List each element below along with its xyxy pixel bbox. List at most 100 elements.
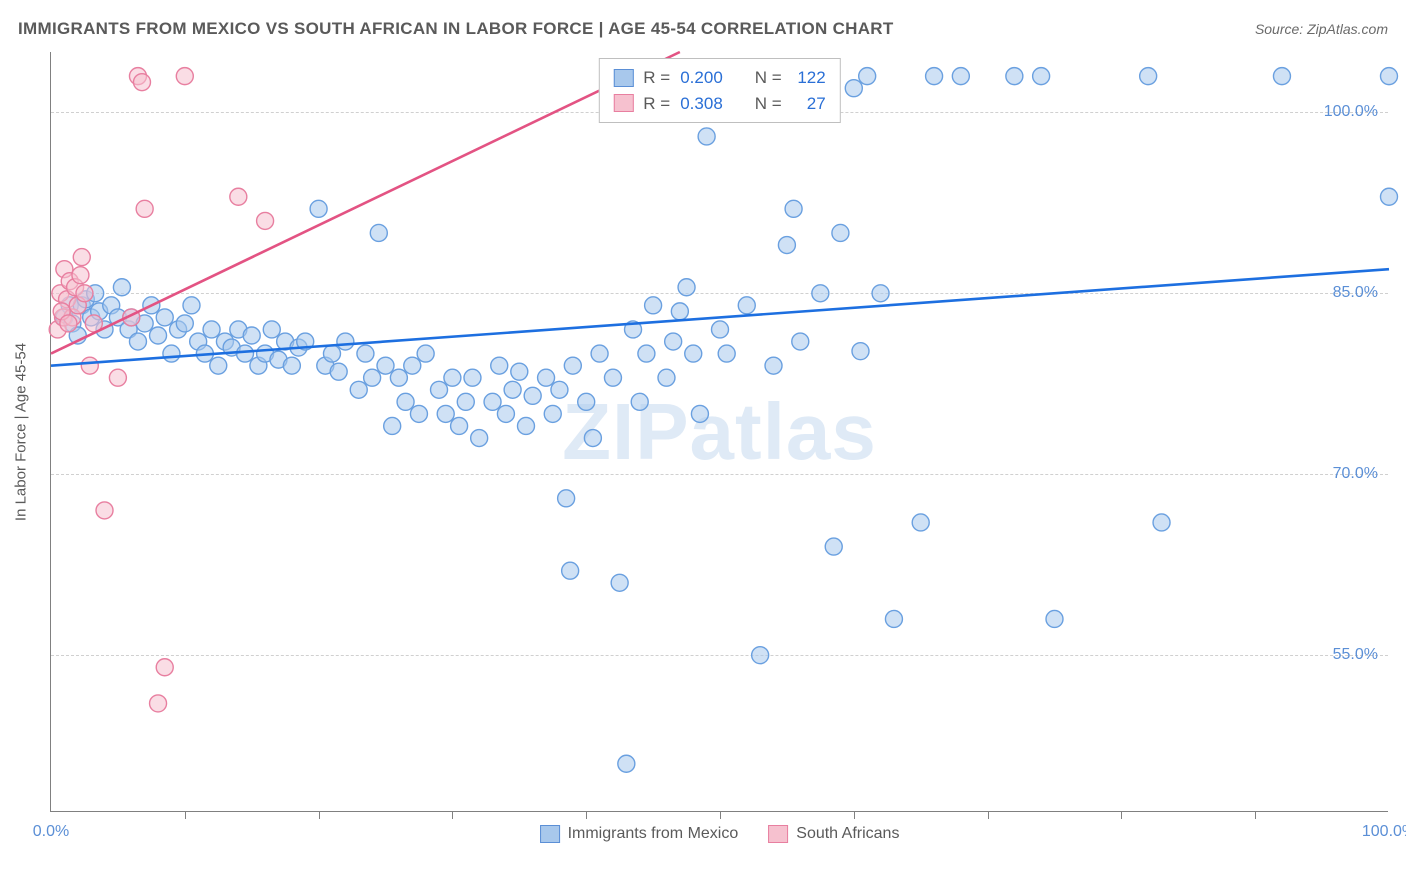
data-point xyxy=(825,538,842,555)
x-tick-mark xyxy=(1121,811,1122,819)
data-point xyxy=(410,405,427,422)
data-point xyxy=(618,755,635,772)
data-point xyxy=(544,405,561,422)
data-point xyxy=(150,327,167,344)
data-point xyxy=(176,315,193,332)
data-point xyxy=(357,345,374,362)
data-point xyxy=(538,369,555,386)
data-point xyxy=(81,357,98,374)
data-point xyxy=(845,80,862,97)
data-point xyxy=(364,369,381,386)
data-point xyxy=(638,345,655,362)
data-point xyxy=(1381,68,1398,85)
data-point xyxy=(183,297,200,314)
data-point xyxy=(517,417,534,434)
data-point xyxy=(444,369,461,386)
data-point xyxy=(752,647,769,664)
data-point xyxy=(404,357,421,374)
data-point xyxy=(113,279,130,296)
data-point xyxy=(691,405,708,422)
data-point xyxy=(464,369,481,386)
data-point xyxy=(812,285,829,302)
data-point xyxy=(658,369,675,386)
data-point xyxy=(230,188,247,205)
data-point xyxy=(471,430,488,447)
data-point xyxy=(562,562,579,579)
data-point xyxy=(129,333,146,350)
data-point xyxy=(76,285,93,302)
data-point xyxy=(370,224,387,241)
x-tick-mark xyxy=(586,811,587,819)
legend-row: R = 0.308 N = 27 xyxy=(613,91,825,117)
data-point xyxy=(631,393,648,410)
data-point xyxy=(558,490,575,507)
legend-n-label: N = xyxy=(755,91,782,117)
data-point xyxy=(591,345,608,362)
legend-n-value: 27 xyxy=(792,91,826,117)
data-point xyxy=(792,333,809,350)
data-point xyxy=(685,345,702,362)
data-point xyxy=(109,369,126,386)
legend-swatch xyxy=(540,825,560,843)
x-tick-mark xyxy=(988,811,989,819)
legend-series-label: South Africans xyxy=(796,825,899,843)
data-point xyxy=(350,381,367,398)
data-point xyxy=(337,333,354,350)
x-tick-mark xyxy=(1255,811,1256,819)
x-tick-mark xyxy=(720,811,721,819)
data-point xyxy=(578,393,595,410)
data-point xyxy=(1140,68,1157,85)
data-point xyxy=(323,345,340,362)
data-point xyxy=(377,357,394,374)
legend-r-label: R = xyxy=(643,91,670,117)
data-point xyxy=(484,393,501,410)
legend-series: Immigrants from Mexico South Africans xyxy=(540,825,900,843)
data-point xyxy=(283,357,300,374)
data-point xyxy=(237,345,254,362)
data-point xyxy=(872,285,889,302)
data-point xyxy=(645,297,662,314)
x-tick-label: 0.0% xyxy=(33,823,69,841)
data-point xyxy=(859,68,876,85)
data-point xyxy=(832,224,849,241)
legend-swatch xyxy=(768,825,788,843)
legend-row: R =0.200N =122 xyxy=(613,65,825,91)
data-point xyxy=(1153,514,1170,531)
plot-area: 55.0%70.0%85.0%100.0%0.0%100.0% In Labor… xyxy=(50,52,1388,812)
x-tick-mark xyxy=(854,811,855,819)
data-point xyxy=(1273,68,1290,85)
legend-n-value: 122 xyxy=(792,65,826,91)
legend-series-label: Immigrants from Mexico xyxy=(568,825,739,843)
data-point xyxy=(678,279,695,296)
x-tick-label: 100.0% xyxy=(1362,823,1406,841)
legend-correlation: R =0.200N =122R = 0.308 N = 27 xyxy=(598,58,840,123)
data-point xyxy=(524,387,541,404)
data-point xyxy=(210,357,227,374)
data-point xyxy=(504,381,521,398)
data-point xyxy=(611,574,628,591)
data-point xyxy=(1046,610,1063,627)
data-point xyxy=(1381,188,1398,205)
legend-r-value: 0.308 xyxy=(680,91,723,117)
x-tick-mark xyxy=(452,811,453,819)
x-tick-mark xyxy=(185,811,186,819)
source-label: Source: ZipAtlas.com xyxy=(1255,21,1388,37)
y-axis-label: In Labor Force | Age 45-54 xyxy=(13,342,30,520)
data-point xyxy=(156,659,173,676)
data-point xyxy=(698,128,715,145)
data-point xyxy=(72,267,89,284)
data-point xyxy=(712,321,729,338)
data-point xyxy=(133,74,150,91)
data-point xyxy=(491,357,508,374)
data-point xyxy=(176,68,193,85)
data-point xyxy=(263,321,280,338)
legend-entry: South Africans xyxy=(768,825,899,843)
data-point xyxy=(437,405,454,422)
data-point xyxy=(778,237,795,254)
legend-r-label: R = xyxy=(643,65,670,91)
legend-swatch xyxy=(613,94,633,112)
data-point xyxy=(96,502,113,519)
data-point xyxy=(584,430,601,447)
data-point xyxy=(431,381,448,398)
data-point xyxy=(551,381,568,398)
